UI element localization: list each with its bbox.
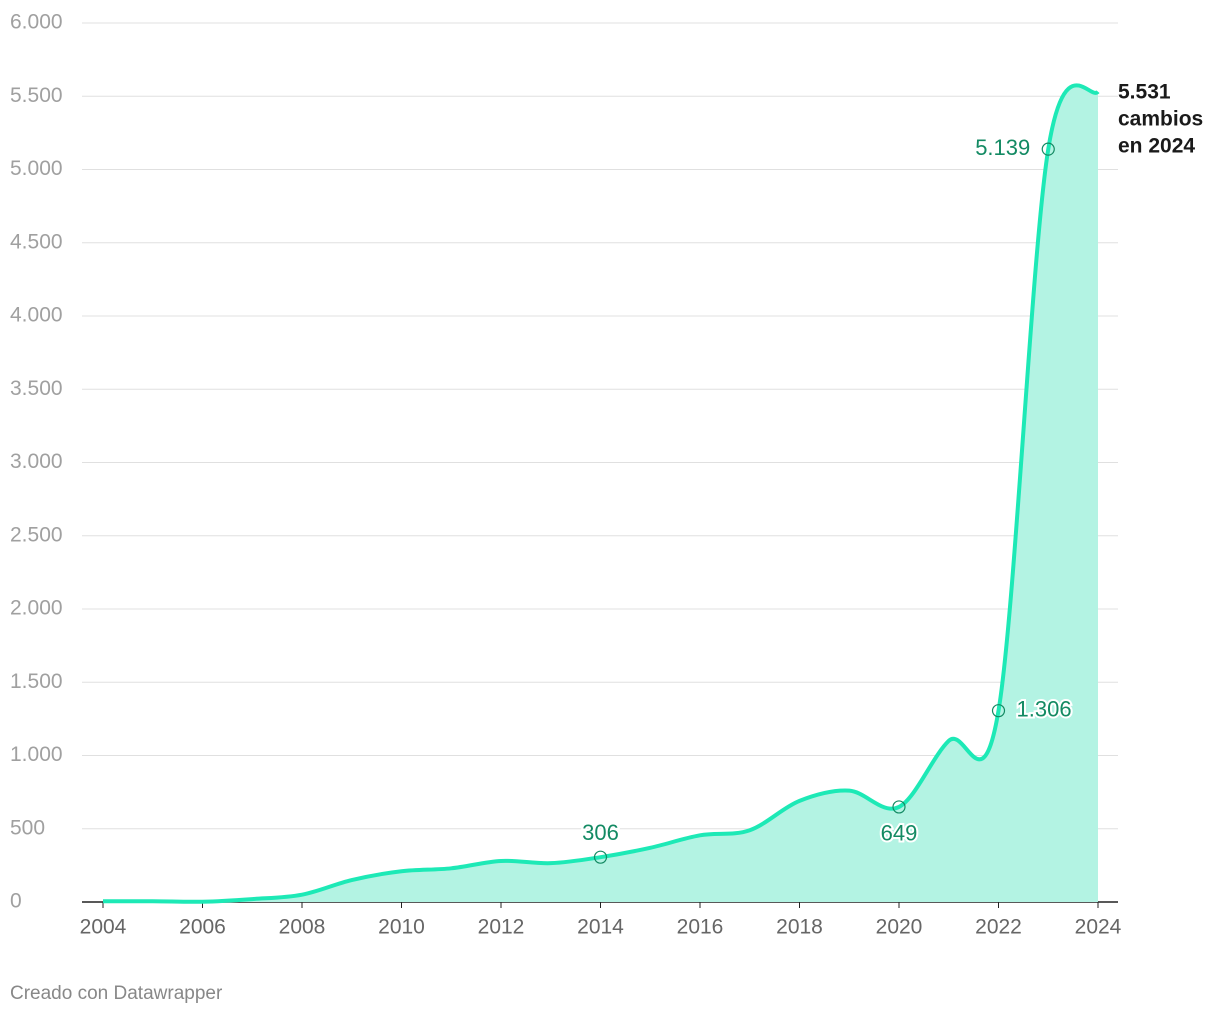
plot [102, 83, 1100, 904]
end-annotation: cambios [1118, 108, 1203, 131]
y-tick-label: 500 [10, 816, 45, 839]
value-label: 1.306 [1017, 696, 1072, 721]
x-tick-label: 2020 [876, 916, 923, 939]
credit: Creado con Datawrapper [10, 983, 223, 1004]
y-tick-label: 2.500 [10, 523, 63, 546]
value-label: 306 [582, 820, 619, 845]
area [103, 85, 1098, 903]
value-label: 5.139 [975, 135, 1030, 160]
y-tick-label: 5.500 [10, 84, 63, 107]
y-tick-label: 5.000 [10, 157, 63, 180]
line [102, 83, 1100, 904]
x-tick-label: 2014 [577, 916, 624, 939]
y-tick-label: 1.000 [10, 743, 63, 766]
data-marker [892, 800, 906, 814]
y-tick-label: 0 [10, 890, 22, 913]
end-annotation: 5.531 [1118, 81, 1171, 104]
x-tick-label: 2016 [677, 916, 724, 939]
grid: 0 500 1.000 1.500 2.000 2.500 3.000 3.500 4.000 4… [10, 11, 1122, 939]
data-marker [1041, 142, 1055, 156]
x-tick-label: 2012 [478, 916, 525, 939]
x-tick-label: 2024 [1075, 916, 1122, 939]
x-tick-label: 2018 [776, 916, 823, 939]
x-tick-label: 2010 [378, 916, 425, 939]
x-tick-label: 2022 [975, 916, 1022, 939]
x-tick-label: 2008 [279, 916, 326, 939]
data-marker [991, 704, 1006, 718]
labels: 306 649 1.306 5.139 5.531 cambios en 2024 [580, 81, 1203, 864]
y-tick-label: 4.000 [10, 304, 63, 327]
end-annotation: en 2024 [1118, 135, 1195, 158]
y-tick-label: 1.500 [10, 670, 63, 693]
y-tick-label: 2.000 [10, 597, 63, 620]
y-tick-label: 4.500 [10, 230, 63, 253]
value-label: 649 [881, 821, 918, 846]
data-marker [593, 850, 608, 864]
y-tick-label: 3.500 [10, 377, 63, 400]
y-tick-label: 3.000 [10, 450, 63, 473]
x-tick-label: 2006 [179, 916, 226, 939]
y-tick-label: 6.000 [10, 11, 63, 34]
x-tick-label: 2004 [80, 916, 127, 939]
